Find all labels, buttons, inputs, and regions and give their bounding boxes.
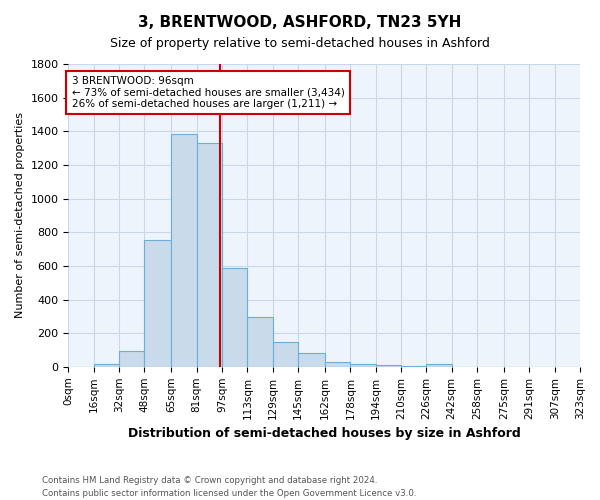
Bar (427, 364, 452, 367)
Y-axis label: Number of semi-detached properties: Number of semi-detached properties (15, 112, 25, 318)
Text: 3, BRENTWOOD, ASHFORD, TN23 5YH: 3, BRENTWOOD, ASHFORD, TN23 5YH (139, 15, 461, 30)
Text: Size of property relative to semi-detached houses in Ashford: Size of property relative to semi-detach… (110, 38, 490, 51)
Bar (119, 351, 145, 367)
Bar (376, 365, 401, 367)
Text: Contains HM Land Registry data © Crown copyright and database right 2024.: Contains HM Land Registry data © Crown c… (42, 476, 377, 485)
Bar (350, 364, 376, 367)
Bar (172, 134, 197, 367)
Bar (298, 354, 325, 367)
Bar (197, 143, 222, 367)
Bar (94, 364, 119, 367)
Text: Contains public sector information licensed under the Open Government Licence v3: Contains public sector information licen… (42, 488, 416, 498)
Bar (325, 362, 350, 367)
Bar (222, 268, 247, 367)
Bar (145, 240, 172, 367)
Bar (273, 342, 298, 367)
Bar (401, 366, 427, 367)
Text: 3 BRENTWOOD: 96sqm
← 73% of semi-detached houses are smaller (3,434)
26% of semi: 3 BRENTWOOD: 96sqm ← 73% of semi-detache… (71, 76, 344, 109)
X-axis label: Distribution of semi-detached houses by size in Ashford: Distribution of semi-detached houses by … (128, 427, 521, 440)
Bar (247, 317, 273, 367)
